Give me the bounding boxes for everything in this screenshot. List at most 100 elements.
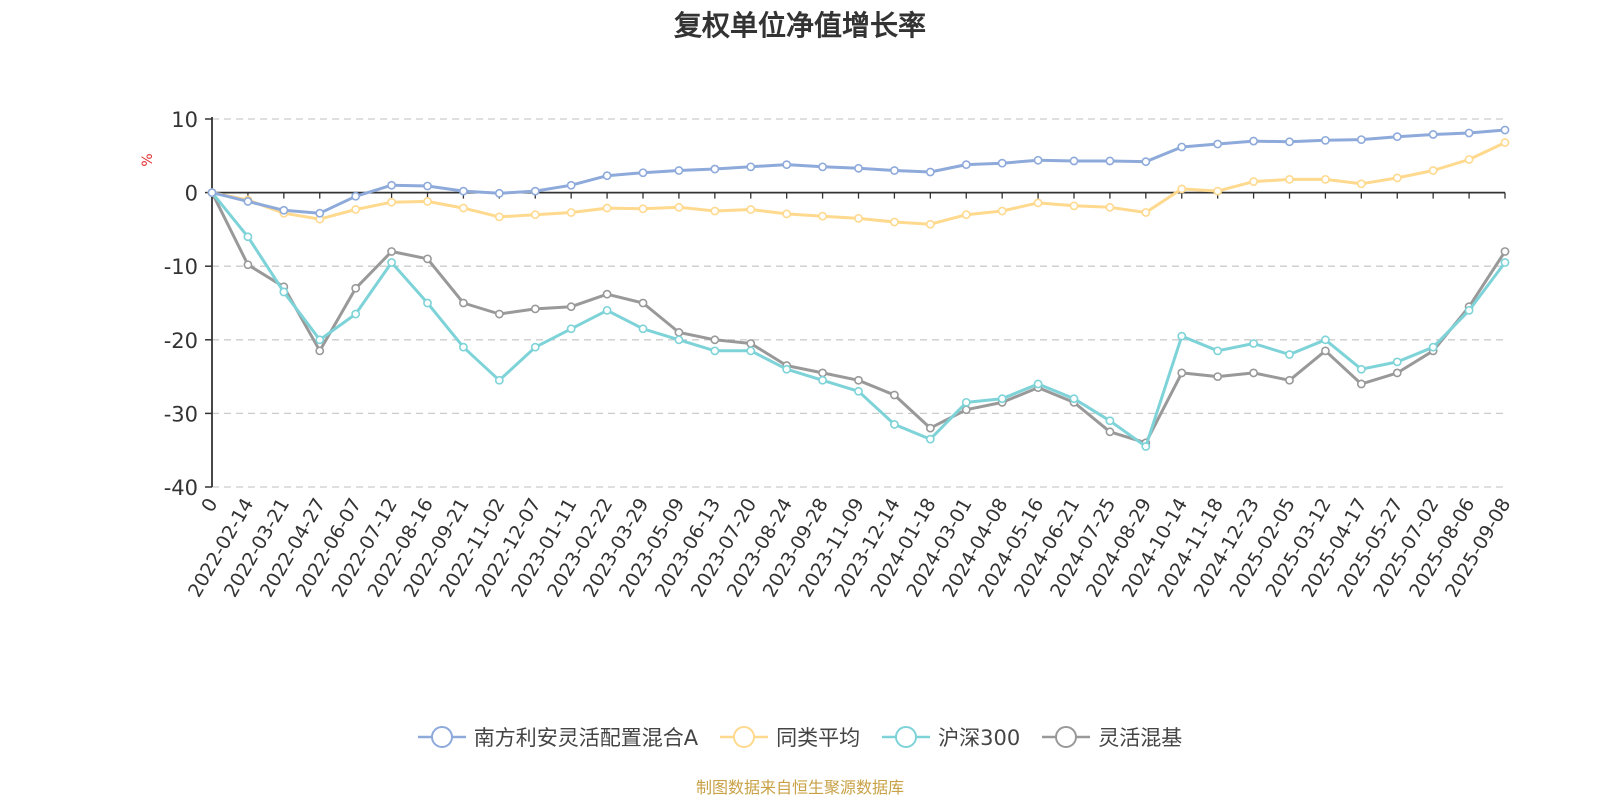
data-point — [279, 287, 289, 297]
data-point — [566, 208, 576, 217]
data-point — [494, 309, 504, 319]
data-point — [997, 206, 1007, 216]
y-tick-label: -10 — [164, 255, 198, 279]
data-point — [315, 335, 325, 345]
data-point — [1356, 135, 1366, 145]
data-point — [1141, 208, 1151, 217]
data-point — [279, 205, 289, 215]
data-point — [1285, 137, 1294, 147]
data-point — [1069, 156, 1079, 166]
data-point — [925, 434, 935, 444]
data-point — [530, 210, 540, 220]
data-point — [1392, 357, 1402, 367]
data-point — [1392, 368, 1402, 378]
data-point — [925, 167, 935, 177]
legend-item-1[interactable]: 同类平均 — [720, 722, 860, 752]
data-point — [638, 298, 648, 308]
data-point — [1428, 130, 1438, 139]
grid-lines — [212, 118, 1505, 488]
data-point — [1033, 198, 1043, 208]
data-point — [1500, 258, 1510, 267]
data-point — [1105, 156, 1115, 166]
legend-label: 沪深300 — [938, 726, 1021, 750]
data-point — [961, 210, 971, 220]
data-point — [997, 394, 1007, 404]
data-point — [854, 386, 863, 396]
data-point — [782, 364, 792, 374]
y-tick-label: -40 — [164, 476, 198, 500]
legend-item-3[interactable]: 灵活混基 — [1042, 722, 1182, 752]
data-point — [459, 203, 468, 213]
data-point — [1213, 346, 1223, 356]
data-point — [1177, 368, 1187, 378]
data-point — [997, 158, 1007, 168]
data-point — [674, 328, 684, 337]
data-point — [566, 180, 576, 190]
data-point — [890, 166, 899, 175]
data-point — [494, 212, 504, 222]
y-tick-labels: 10 0 -10 -20 -30 -40 — [164, 108, 198, 500]
series-line-3 — [210, 191, 1507, 445]
data-point — [1033, 155, 1043, 165]
data-point — [315, 208, 325, 218]
legend-label: 灵活混基 — [1098, 726, 1183, 750]
data-point — [890, 420, 899, 429]
data-point — [638, 168, 648, 178]
data-point — [1249, 177, 1258, 186]
x-tick-label: 0 — [197, 495, 222, 516]
data-point — [746, 205, 756, 214]
data-point — [351, 205, 361, 214]
data-point — [925, 423, 935, 433]
data-point — [423, 298, 432, 308]
data-point — [530, 304, 540, 314]
data-point — [854, 163, 863, 173]
data-point — [674, 202, 684, 212]
data-point — [494, 375, 504, 385]
data-point — [746, 346, 756, 356]
line-chart: % 10 0 -10 -20 -30 -40 02022-02-142022-03-212… — [140, 108, 1515, 601]
data-point — [1356, 364, 1366, 374]
data-point — [1500, 138, 1510, 147]
data-point — [387, 197, 396, 207]
data-point — [961, 405, 971, 415]
data-point — [1392, 173, 1402, 183]
data-point — [459, 186, 468, 196]
data-point — [602, 289, 612, 299]
data-point — [602, 305, 612, 315]
y-tick-label: -30 — [164, 402, 198, 426]
series-line-2 — [210, 191, 1507, 448]
legend-item-0[interactable]: 南方利安灵活配置混合A — [417, 722, 699, 752]
data-point — [1105, 427, 1115, 437]
legend: 南方利安灵活配置混合A 同类平均 沪深300 灵活混基 — [0, 722, 1600, 752]
legend-label: 南方利安灵活配置混合A — [473, 726, 699, 750]
series-lines — [207, 125, 1510, 451]
data-point — [1464, 305, 1474, 315]
data-point — [1321, 335, 1330, 345]
data-point — [459, 298, 468, 308]
data-point — [1500, 247, 1510, 256]
data-point — [925, 219, 935, 229]
data-point — [1321, 174, 1330, 184]
data-point — [890, 390, 899, 400]
data-point — [961, 160, 971, 170]
data-point — [1249, 368, 1258, 378]
data-point — [710, 335, 720, 345]
data-point — [1141, 157, 1151, 167]
y-tick-label: 0 — [185, 182, 198, 206]
data-point — [423, 254, 432, 264]
data-point — [530, 186, 540, 196]
data-point — [1213, 372, 1223, 381]
data-point — [530, 342, 540, 352]
chart-title: 复权单位净值增长率 — [673, 9, 926, 42]
data-point — [1285, 174, 1294, 184]
data-point — [243, 232, 253, 242]
data-point — [602, 203, 612, 213]
series-line-1 — [210, 141, 1507, 226]
data-point — [243, 197, 253, 206]
legend-item-2[interactable]: 沪深300 — [882, 722, 1020, 752]
data-point — [1464, 155, 1474, 164]
x-tick-labels: 02022-02-142022-03-212022-04-272022-06-0… — [184, 494, 1515, 601]
data-point — [1285, 350, 1294, 359]
data-point — [459, 342, 468, 352]
data-point — [1464, 128, 1474, 138]
